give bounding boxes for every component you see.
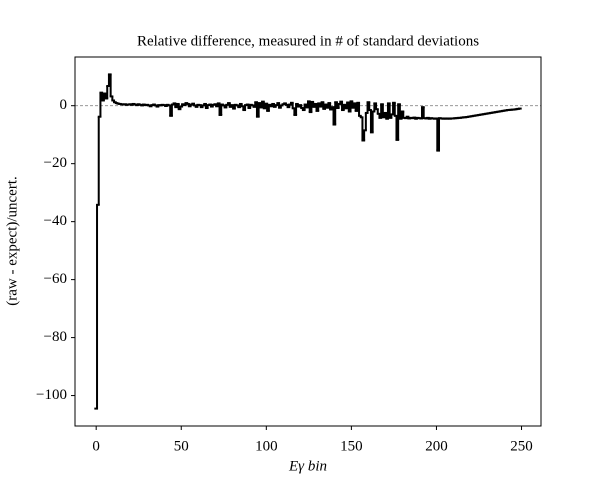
step-riser (96, 74, 520, 409)
y-tick-label: −60 (44, 271, 67, 287)
y-axis-label: (raw - expect)/uncert. (4, 176, 20, 306)
y-tick-label: −100 (36, 387, 67, 403)
x-tick-label: 100 (255, 438, 278, 454)
chart-title: Relative difference, measured in # of st… (137, 33, 479, 49)
plot-frame (74, 56, 542, 427)
x-tick-label: 50 (174, 438, 189, 454)
x-tick-label: 0 (92, 438, 100, 454)
x-axis-label: Eγ bin (288, 458, 327, 474)
x-tick-label: 200 (425, 438, 448, 454)
y-tick-label: 0 (60, 97, 68, 113)
y-tick-label: −40 (44, 213, 67, 229)
y-tick-label: −80 (44, 329, 67, 345)
x-tick-label: 150 (340, 438, 363, 454)
y-tick-label: −20 (44, 155, 67, 171)
x-tick-label: 250 (510, 438, 533, 454)
